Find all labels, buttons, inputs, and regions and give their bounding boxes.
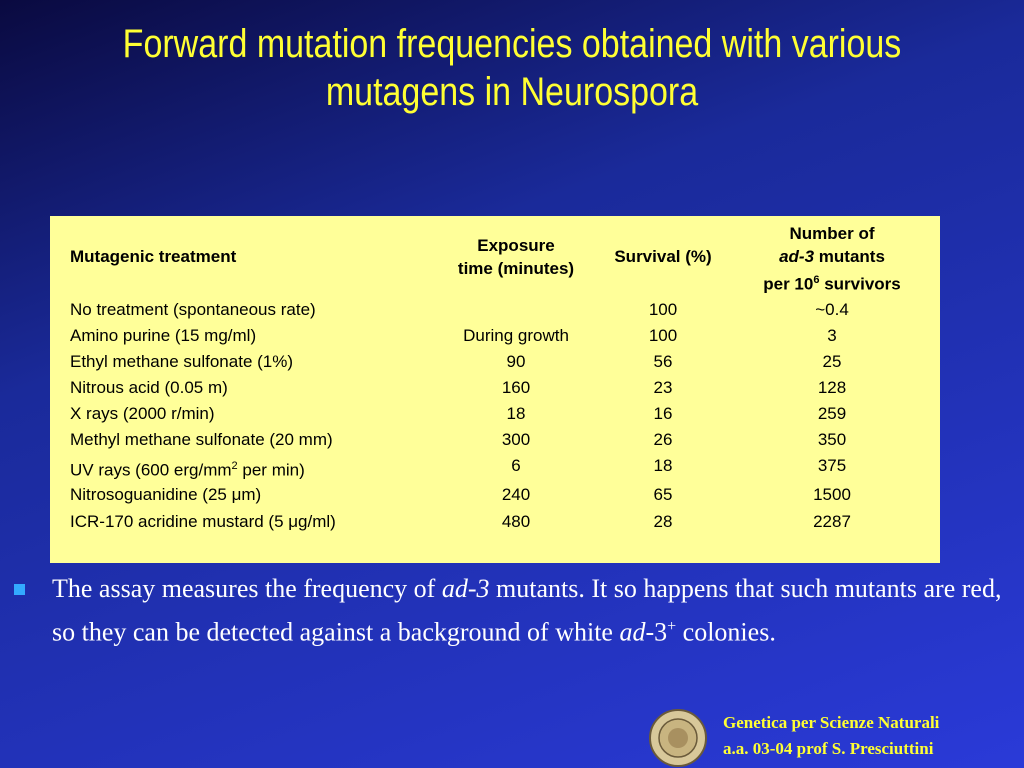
text: Nitrous acid (0.05 m) (70, 378, 228, 397)
footer-line: Genetica per Scienze Naturali (723, 713, 940, 732)
table-cell: ~0.4 (815, 300, 849, 319)
text: + (667, 618, 677, 635)
header-cell: per 106 survivors (763, 270, 900, 295)
header-cell: Survival (%) (614, 247, 712, 266)
table-cell: 18 (506, 404, 526, 423)
table-cell: No treatment (spontaneous rate) (70, 300, 316, 320)
table-cell: 3 (827, 326, 837, 345)
text: Nitrosoguanidine (25 μm) (70, 485, 262, 504)
text: ad (619, 617, 646, 647)
table-cell: 350 (817, 430, 847, 449)
bullet-marker (14, 584, 25, 595)
text: per min) (237, 460, 305, 480)
text: ad-3 (779, 247, 815, 266)
table-cell: 26 (653, 430, 673, 449)
text: ad-3 (441, 574, 490, 603)
text: mutants (814, 247, 885, 266)
text: No treatment (spontaneous rate) (70, 300, 316, 319)
table-cell: Nitrosoguanidine (25 μm) (70, 485, 261, 505)
seal-logo (649, 709, 707, 767)
bullet-text: The assay measures the frequency of ad-3… (52, 570, 1007, 652)
table-cell: 480 (501, 512, 531, 531)
table-cell: 18 (653, 456, 673, 475)
table-cell: 375 (817, 456, 847, 475)
header-cell: ad-3 mutants (779, 247, 885, 267)
table-cell: 28 (653, 512, 673, 531)
table-cell: 65 (653, 485, 673, 504)
table-cell: 2287 (813, 512, 851, 531)
text: Amino purine (15 mg/ml) (70, 326, 257, 345)
text: 2 (231, 460, 238, 472)
table-cell: 240 (501, 485, 531, 504)
table-cell: 128 (817, 378, 847, 397)
table-cell: 1500 (813, 485, 851, 504)
header-cell: Number of (789, 224, 875, 243)
table-cell: 25 (822, 352, 842, 371)
table-cell: ICR-170 acridine mustard (5 μg/ml) (70, 512, 336, 532)
table-cell: 100 (648, 300, 678, 319)
text: Ethyl methane sulfonate (1%) (70, 352, 294, 371)
table-cell: 100 (648, 326, 678, 345)
table-cell: X rays (2000 r/min) (70, 404, 215, 424)
text: 6 (813, 274, 820, 286)
table: Mutagenic treatment Exposure time (minutes… (50, 216, 940, 563)
table-cell: 90 (506, 352, 526, 371)
text: colonies. (676, 617, 776, 647)
table-cell: 23 (653, 378, 673, 397)
header-cell: time (minutes) (457, 259, 575, 278)
table-cell: Ethyl methane sulfonate (1%) (70, 352, 293, 372)
footer-line: a.a. 03-04 prof S. Presciuttini (723, 739, 934, 758)
text: mutants. It so happens that such mutants… (52, 574, 1002, 647)
text: Methyl methane sulfonate (20 mm) (70, 430, 333, 449)
table-cell: 6 (511, 456, 521, 475)
text: -3 (645, 617, 668, 647)
table-cell: Methyl methane sulfonate (20 mm) (70, 430, 333, 450)
text: per 10 (763, 274, 814, 294)
table-cell: During growth (463, 326, 569, 345)
text: X rays (2000 r/min) (70, 404, 215, 423)
table-cell: 56 (653, 352, 673, 371)
header-cell: Exposure (477, 236, 555, 255)
table-cell: 160 (501, 378, 531, 397)
slide-title: Forward mutation frequencies obtained wi… (122, 22, 902, 114)
text: survivors (819, 274, 901, 294)
table-cell: UV rays (600 erg/mm2 per min) (70, 456, 305, 481)
text: The assay measures the frequency of (52, 574, 442, 603)
text: ICR-170 acridine mustard (5 μg/ml) (70, 512, 336, 531)
table-cell: 259 (817, 404, 847, 423)
table-cell: 300 (501, 430, 531, 449)
table-cell: Nitrous acid (0.05 m) (70, 378, 228, 398)
table-cell: 16 (653, 404, 673, 423)
header-cell: Mutagenic treatment (70, 247, 237, 266)
text: UV rays (600 erg/mm (70, 460, 232, 480)
table-cell: Amino purine (15 mg/ml) (70, 326, 256, 346)
